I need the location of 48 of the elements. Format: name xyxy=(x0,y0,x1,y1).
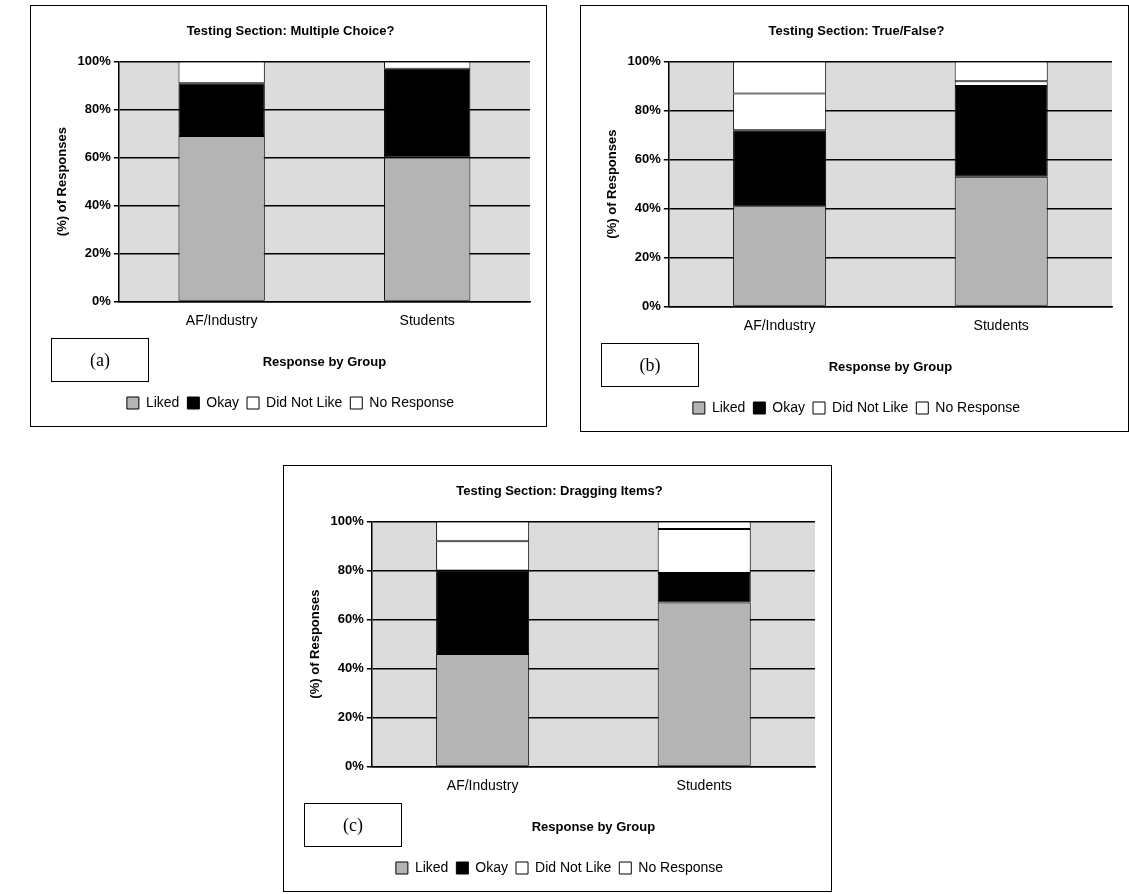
y-tick-label: 60% xyxy=(634,151,662,167)
y-tick-label: 0% xyxy=(92,293,112,309)
x-tick-label: Students xyxy=(676,776,732,793)
y-tick-label: 40% xyxy=(84,197,112,213)
legend-label: Liked xyxy=(414,858,449,875)
legend-label: Did Not Like xyxy=(535,858,612,875)
y-tick-label: 20% xyxy=(634,249,662,265)
y-tick-label: 0% xyxy=(642,298,662,314)
y-tick-label: 80% xyxy=(634,102,662,118)
chart-title: Testing Section: True/False? xyxy=(768,23,945,39)
y-tick-label: 80% xyxy=(84,101,112,117)
x-tick-label: Students xyxy=(399,311,455,328)
text: (c) xyxy=(304,803,402,847)
legend-label: Okay xyxy=(772,398,806,415)
x-tick-label: Students xyxy=(973,316,1029,333)
chart-title: Testing Section: Dragging Items? xyxy=(456,483,663,499)
x-axis-title: Response by Group xyxy=(828,358,953,374)
y-axis-title: (%) of Responses xyxy=(604,129,620,239)
legend-label: No Response xyxy=(369,393,455,410)
x-tick-label: AF/Industry xyxy=(185,311,258,328)
y-axis-title: (%) of Responses xyxy=(54,127,70,237)
chart-title: Testing Section: Multiple Choice? xyxy=(186,23,395,39)
text: (a) xyxy=(51,338,149,382)
y-tick-label: 100% xyxy=(330,513,365,529)
legend-label: No Response xyxy=(935,398,1021,415)
y-tick-label: 20% xyxy=(84,245,112,261)
legend-label: No Response xyxy=(638,858,724,875)
y-tick-label: 80% xyxy=(337,562,365,578)
legend-label: Did Not Like xyxy=(832,398,909,415)
y-tick-label: 60% xyxy=(337,611,365,627)
text: (b) xyxy=(601,343,699,387)
y-tick-label: 100% xyxy=(77,53,112,69)
legend-label: Liked xyxy=(145,393,180,410)
legend-label: Okay xyxy=(475,858,509,875)
y-tick-label: 20% xyxy=(337,709,365,725)
y-tick-label: 100% xyxy=(627,53,662,69)
x-axis-title: Response by Group xyxy=(262,353,387,369)
x-tick-label: AF/Industry xyxy=(446,776,519,793)
x-tick-label: AF/Industry xyxy=(743,316,816,333)
y-tick-label: 40% xyxy=(634,200,662,216)
legend-label: Did Not Like xyxy=(266,393,343,410)
y-tick-label: 0% xyxy=(345,758,365,774)
y-axis-title: (%) of Responses xyxy=(307,589,323,699)
legend-label: Okay xyxy=(206,393,240,410)
legend-label: Liked xyxy=(711,398,746,415)
y-tick-label: 40% xyxy=(337,660,365,676)
x-axis-title: Response by Group xyxy=(531,818,656,834)
y-tick-label: 60% xyxy=(84,149,112,165)
